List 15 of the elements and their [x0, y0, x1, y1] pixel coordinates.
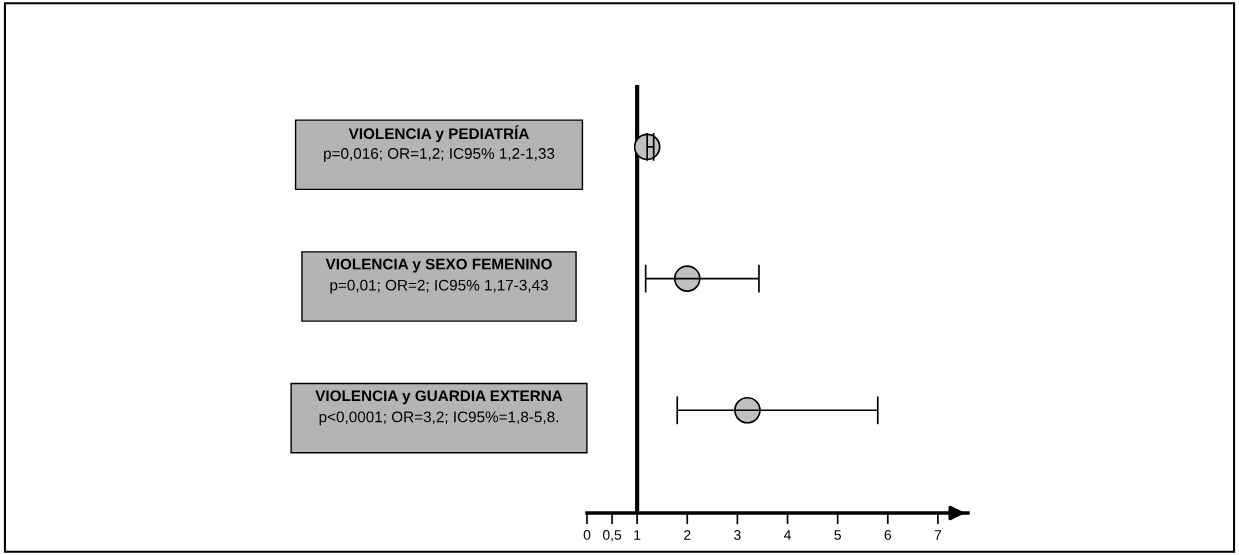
x-tick-label: 5: [834, 530, 841, 540]
x-tick-label: 2: [684, 530, 691, 540]
x-tick-label: 6: [884, 530, 892, 540]
x-tick-label: 0,5: [602, 530, 622, 542]
x-tick-label: 1: [634, 530, 641, 540]
text: p=0,016; OR=1,2; IC95% 1,2-1,33: [324, 148, 555, 162]
x-tick-label: 3: [734, 530, 741, 540]
y-tick-label: VIOLENCIA y PEDIATRÍA: [348, 125, 529, 143]
text: p<0,0001; OR=3,2; IC95%=1,8-5,8.: [319, 411, 559, 426]
text: p=0,01; OR=2; IC95% 1,17-3,43: [330, 279, 548, 294]
y-tick-label: VIOLENCIA y GUARDIA EXTERNA: [315, 390, 563, 405]
x-tick-label: 0: [583, 530, 591, 540]
x-tick-label: 4: [783, 530, 791, 540]
x-tick-label: 7: [934, 530, 942, 540]
y-tick-label: VIOLENCIA y SEXO FEMENINO: [325, 258, 552, 273]
